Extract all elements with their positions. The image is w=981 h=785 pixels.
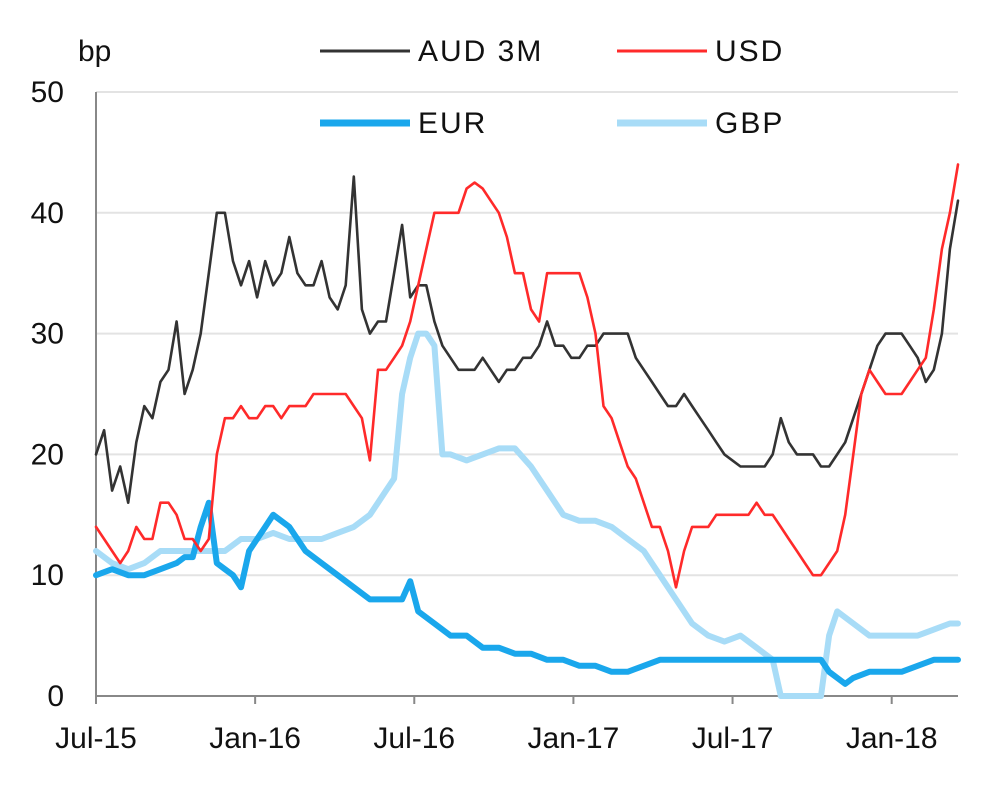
x-tick-label-1: Jan-16: [209, 722, 301, 755]
series-lines: [93, 163, 961, 699]
series-line-gbp: [93, 330, 961, 699]
series-line-usd: [94, 163, 960, 589]
legend-label-eur: EUR: [418, 107, 487, 140]
y-axis-unit-label: bp: [78, 35, 111, 68]
legend: AUD 3M USD EUR GBP: [320, 35, 784, 140]
x-tick-label-0: Jul-15: [55, 722, 137, 755]
y-tick-label-4: 40: [31, 197, 64, 230]
gridlines: [96, 91, 958, 577]
x-tick-label-3: Jan-17: [528, 722, 620, 755]
axes: [95, 92, 958, 704]
legend-label-gbp: GBP: [715, 107, 784, 140]
y-tick-label-3: 30: [31, 318, 64, 351]
legend-label-aud-3m: AUD 3M: [418, 35, 543, 68]
x-tick-label-5: Jan-18: [846, 722, 938, 755]
series-line-aud-3m: [94, 175, 960, 504]
legend-label-usd: USD: [715, 35, 784, 68]
x-tick-labels: Jul-15 Jan-16 Jul-16 Jan-17 Jul-17 Jan-18: [55, 722, 937, 755]
x-tick-label-2: Jul-16: [373, 722, 455, 755]
y-tick-label-2: 20: [31, 438, 64, 471]
y-tick-label-1: 10: [31, 559, 64, 592]
y-tick-label-5: 50: [31, 76, 64, 109]
y-tick-labels: 0 10 20 30 40 50: [31, 76, 64, 713]
x-tick-label-4: Jul-17: [692, 722, 774, 755]
series-line-eur: [93, 499, 961, 687]
y-tick-label-0: 0: [47, 680, 64, 713]
